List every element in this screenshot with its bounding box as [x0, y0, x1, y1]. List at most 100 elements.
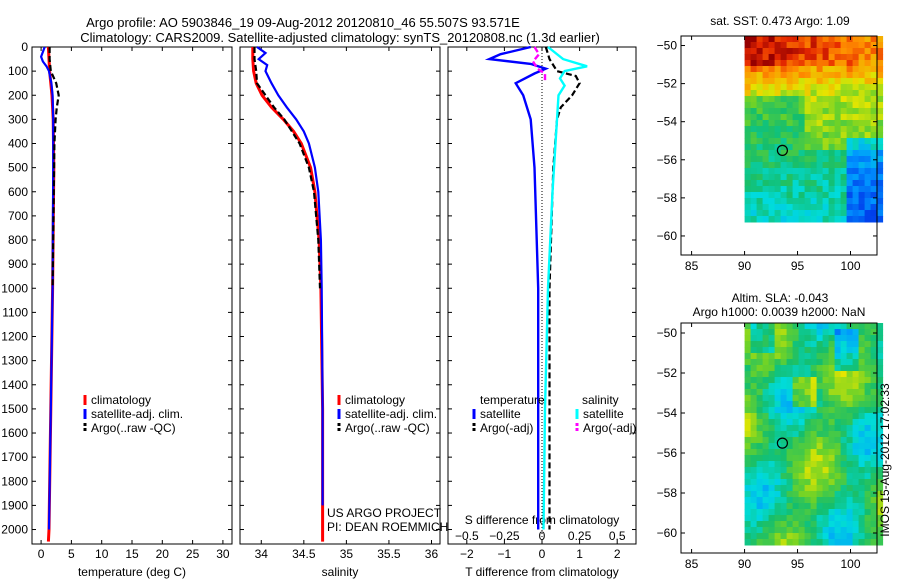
- heatmap-cell: [816, 431, 824, 438]
- heatmap-cell: [798, 180, 806, 187]
- heatmap-cell: [774, 198, 782, 205]
- depth-tick-label: 900: [8, 257, 28, 271]
- heatmap-cell: [816, 455, 824, 462]
- heatmap-cell: [870, 114, 878, 121]
- heatmap-cell: [774, 491, 782, 498]
- heatmap-cell: [798, 461, 806, 468]
- heatmap-cell: [828, 383, 836, 390]
- heatmap-cell: [786, 216, 794, 223]
- heatmap-cell: [768, 521, 776, 528]
- heatmap-cell: [876, 90, 884, 97]
- heatmap-cell: [792, 144, 800, 151]
- heatmap-cell: [792, 497, 800, 504]
- heatmap-cell: [864, 491, 872, 498]
- heatmap-cell: [786, 335, 794, 342]
- heatmap-cell: [840, 198, 848, 205]
- heatmap-cell: [876, 66, 884, 73]
- heatmap-cell: [792, 449, 800, 456]
- heatmap-cell: [840, 90, 848, 97]
- heatmap-cell: [804, 210, 812, 217]
- heatmap-cell: [786, 150, 794, 157]
- heatmap-cell: [864, 497, 872, 504]
- heatmap-cell: [762, 108, 770, 115]
- heatmap-cell: [810, 323, 818, 330]
- heatmap-cell: [744, 96, 752, 103]
- heatmap-cell: [762, 407, 770, 414]
- heatmap-cell: [810, 96, 818, 103]
- heatmap-cell: [786, 329, 794, 336]
- heatmap-cell: [780, 174, 788, 181]
- heatmap-cell: [792, 36, 800, 43]
- heatmap-cell: [762, 132, 770, 139]
- heatmap-cell: [744, 413, 752, 420]
- heatmap-cell: [768, 102, 776, 109]
- heatmap-cell: [786, 539, 794, 546]
- heatmap-cell: [750, 443, 758, 450]
- heatmap-cell: [870, 437, 878, 444]
- heatmap-cell: [864, 419, 872, 426]
- heatmap-cell: [864, 186, 872, 193]
- legend-label: satellite-adj. clim.: [91, 407, 183, 421]
- heatmap-cell: [762, 180, 770, 187]
- heatmap-cell: [798, 132, 806, 139]
- heatmap-cell: [834, 216, 842, 223]
- heatmap-cell: [768, 449, 776, 456]
- heatmap-cell: [780, 168, 788, 175]
- heatmap-cell: [792, 108, 800, 115]
- heatmap-cell: [744, 491, 752, 498]
- series-temp-argo: [544, 46, 581, 530]
- heatmap-cell: [870, 54, 878, 61]
- heatmap-cell: [744, 120, 752, 127]
- heatmap-cell: [768, 491, 776, 498]
- heatmap-cell: [846, 216, 854, 223]
- heatmap-cell: [756, 78, 764, 85]
- heatmap-cell: [840, 126, 848, 133]
- heatmap-cell: [876, 515, 884, 522]
- heatmap-cell: [768, 479, 776, 486]
- heatmap-cell: [816, 359, 824, 366]
- heatmap-cell: [822, 138, 830, 145]
- heatmap-cell: [822, 521, 830, 528]
- heatmap-cell: [804, 467, 812, 474]
- map-frame: [680, 35, 878, 256]
- heatmap-cell: [810, 216, 818, 223]
- heatmap-cell: [828, 138, 836, 145]
- heatmap-cell: [780, 335, 788, 342]
- heatmap-cell: [774, 383, 782, 390]
- heatmap-cell: [798, 443, 806, 450]
- heatmap-cell: [792, 132, 800, 139]
- heatmap-cell: [810, 204, 818, 211]
- heatmap-cell: [840, 521, 848, 528]
- heatmap-cell: [834, 491, 842, 498]
- heatmap-cell: [864, 168, 872, 175]
- heatmap-cell: [780, 120, 788, 127]
- heatmap-cell: [780, 425, 788, 432]
- heatmap-cell: [762, 323, 770, 330]
- heatmap-cell: [774, 449, 782, 456]
- heatmap-cell: [864, 48, 872, 55]
- heatmap-cell: [852, 138, 860, 145]
- heatmap-cell: [846, 449, 854, 456]
- heatmap-cell: [774, 341, 782, 348]
- heatmap-cell: [852, 102, 860, 109]
- heatmap-cell: [828, 401, 836, 408]
- heatmap-cell: [780, 431, 788, 438]
- heatmap-cell: [870, 425, 878, 432]
- heatmap-cell: [804, 120, 812, 127]
- heatmap-cell: [834, 485, 842, 492]
- heatmap-cell: [864, 401, 872, 408]
- heatmap-cell: [834, 323, 842, 330]
- heatmap-cell: [864, 341, 872, 348]
- heatmap-cell: [870, 419, 878, 426]
- heatmap-cell: [852, 114, 860, 121]
- heatmap-cell: [798, 371, 806, 378]
- heatmap-cell: [864, 515, 872, 522]
- heatmap-cell: [792, 204, 800, 211]
- heatmap-cell: [768, 503, 776, 510]
- heatmap-cell: [750, 353, 758, 360]
- heatmap-cell: [840, 84, 848, 91]
- heatmap-cell: [798, 497, 806, 504]
- heatmap-cell: [762, 84, 770, 91]
- heatmap-cell: [750, 461, 758, 468]
- heatmap-cell: [810, 485, 818, 492]
